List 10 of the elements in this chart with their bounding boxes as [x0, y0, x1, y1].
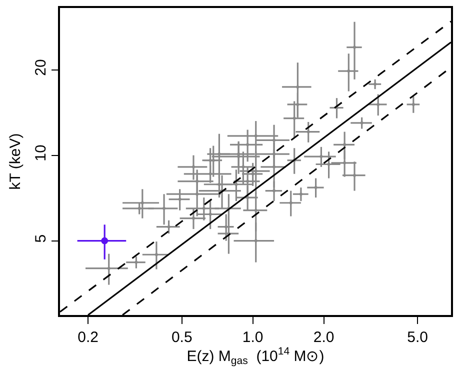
x-tick-label: 1.0: [242, 328, 264, 346]
x-tick-label: 5.0: [407, 328, 428, 346]
x-axis-title: E(z) M$_{gas}$ (10$^{14}$ M⊙): [186, 346, 324, 368]
x-tick-label: 0.5: [171, 328, 192, 346]
x-tick-label: 0.2: [78, 328, 99, 346]
y-axis-title: kT (keV): [7, 133, 24, 190]
y-tick-label: 20: [32, 59, 50, 76]
x-tick-label: 2.0: [313, 328, 334, 346]
y-tick-label: 5: [32, 234, 50, 243]
y-tick-label: 10: [32, 144, 50, 162]
